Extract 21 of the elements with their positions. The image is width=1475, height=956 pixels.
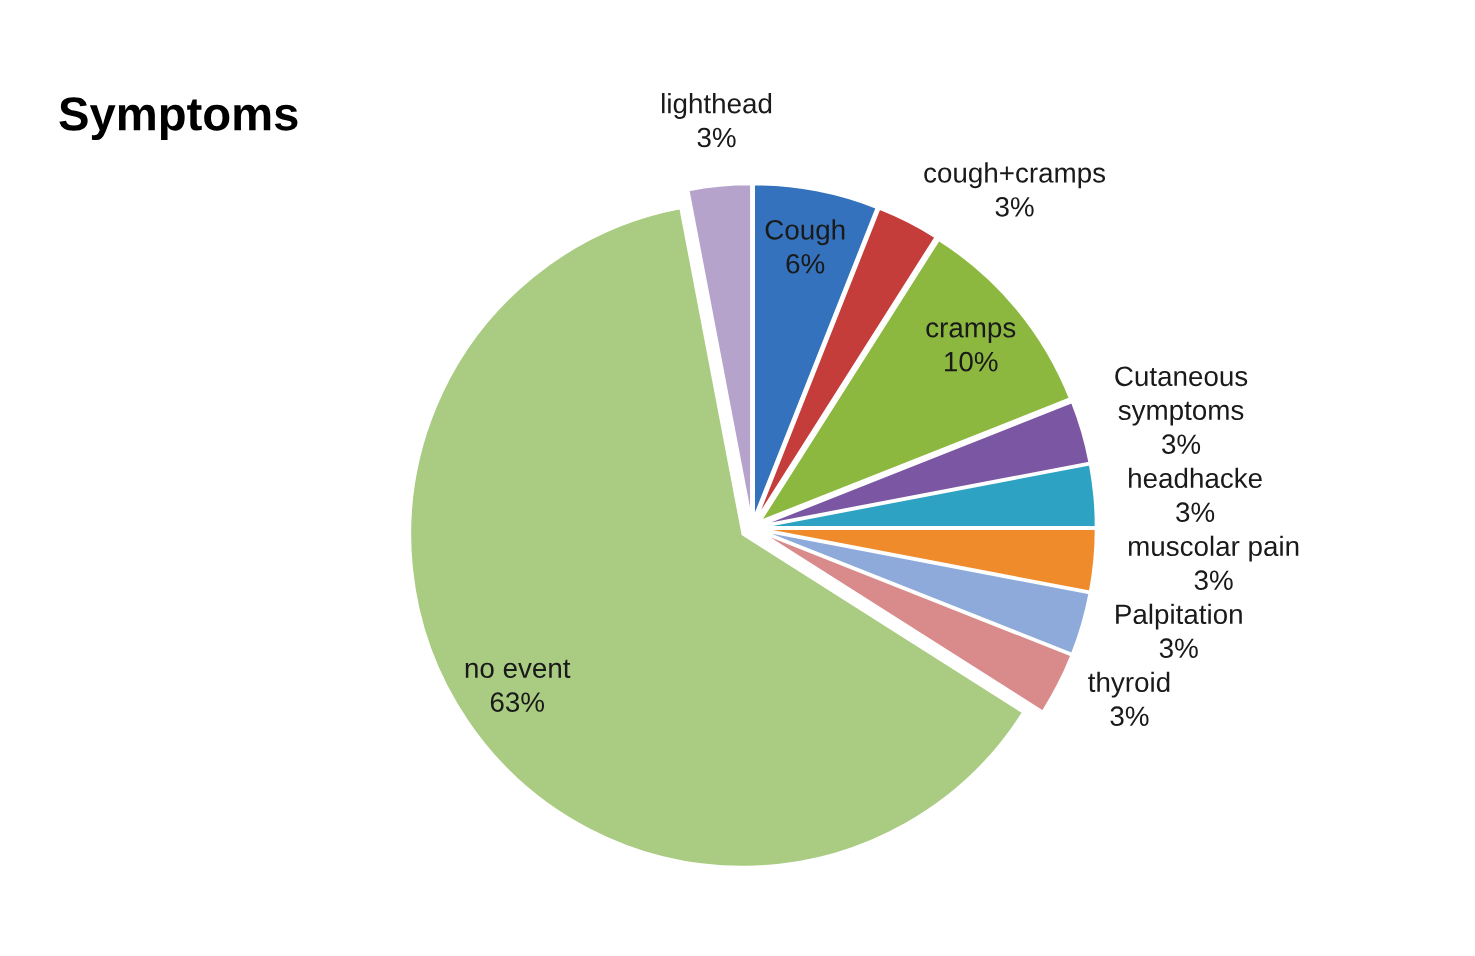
data-label: 6%	[786, 253, 825, 274]
data-label: 3%	[1176, 502, 1215, 523]
slice-label: Cough	[765, 219, 845, 246]
data-label: 3%	[1110, 706, 1149, 727]
slice-label: headhacke	[1129, 467, 1262, 489]
slice-label: no event	[465, 659, 571, 679]
slice-label: lighthead	[662, 93, 772, 119]
slice-label: Palpitation	[1116, 603, 1242, 630]
slice-label: thyroid	[1088, 671, 1170, 698]
data-label: 63%	[490, 692, 545, 712]
slice-label: muscolar pain	[1128, 535, 1299, 562]
data-label: 3%	[1162, 434, 1201, 455]
data-label: 3%	[697, 127, 736, 148]
slice-label: Cutaneous symptoms	[1115, 366, 1248, 426]
data-label: 10%	[945, 351, 998, 372]
slice-label: cough+cramps	[924, 162, 1106, 189]
data-label: 3%	[1159, 638, 1198, 659]
slice-label: cramps	[926, 322, 1016, 344]
data-label: 3%	[1194, 570, 1233, 591]
data-label: 3%	[995, 197, 1034, 217]
chart-title: Symptoms	[59, 97, 298, 141]
